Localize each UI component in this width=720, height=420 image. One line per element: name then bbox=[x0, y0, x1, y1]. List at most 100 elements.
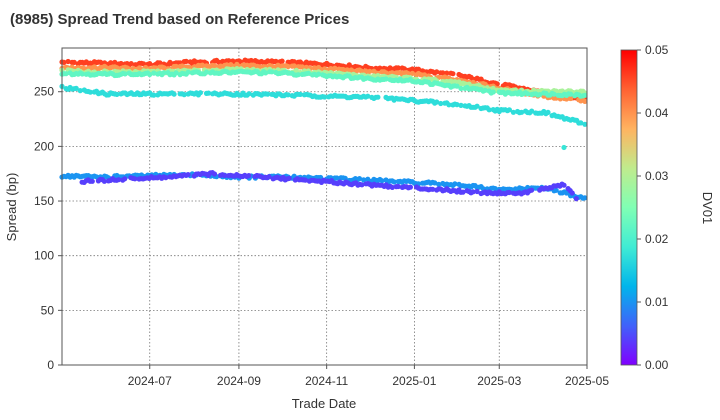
data-point bbox=[446, 102, 452, 108]
data-point bbox=[79, 71, 85, 77]
data-point bbox=[582, 121, 588, 127]
data-point bbox=[285, 92, 291, 98]
x-tick-label: 2025-05 bbox=[565, 374, 609, 388]
data-point bbox=[246, 91, 252, 97]
data-point bbox=[183, 58, 189, 64]
data-point bbox=[573, 196, 579, 202]
data-point bbox=[93, 174, 100, 180]
data-point bbox=[482, 87, 488, 93]
data-point bbox=[460, 189, 466, 195]
data-point bbox=[122, 71, 128, 77]
data-point bbox=[582, 92, 588, 98]
y-tick-label: 150 bbox=[34, 194, 54, 208]
data-point bbox=[361, 177, 367, 183]
data-point bbox=[434, 69, 440, 75]
data-points bbox=[59, 57, 588, 202]
data-point bbox=[519, 109, 525, 115]
data-point bbox=[490, 89, 496, 95]
colorbar-ticks: 0.00 0.01 0.02 0.03 0.04 0.05 bbox=[637, 43, 669, 372]
data-point bbox=[383, 76, 389, 82]
colorbar-tick-label: 0.01 bbox=[645, 295, 669, 309]
data-point bbox=[197, 90, 203, 96]
data-point bbox=[506, 107, 512, 113]
data-point bbox=[568, 91, 574, 97]
x-tick-label: 2024-09 bbox=[217, 374, 261, 388]
data-point bbox=[391, 179, 397, 185]
data-point bbox=[87, 89, 93, 95]
data-point bbox=[185, 172, 191, 178]
data-point bbox=[163, 175, 169, 181]
data-point bbox=[450, 71, 456, 77]
data-point bbox=[171, 91, 177, 97]
data-point bbox=[582, 195, 588, 201]
y-tick-label: 100 bbox=[34, 249, 54, 263]
data-point bbox=[118, 60, 124, 67]
data-point bbox=[561, 144, 567, 151]
data-point bbox=[114, 91, 120, 97]
data-point bbox=[582, 98, 588, 104]
data-point bbox=[578, 120, 584, 126]
colorbar-label: DV01 bbox=[700, 192, 715, 225]
data-point bbox=[474, 188, 480, 195]
colorbar-tick-label: 0.05 bbox=[645, 43, 669, 57]
data-point bbox=[365, 93, 371, 99]
data-point bbox=[474, 103, 480, 109]
data-point bbox=[470, 189, 476, 195]
data-point bbox=[421, 72, 428, 78]
data-point bbox=[332, 65, 338, 71]
data-point bbox=[203, 69, 210, 75]
y-tick-label: 250 bbox=[34, 85, 54, 99]
data-point bbox=[279, 58, 285, 64]
y-axis-ticks: 0 50 100 150 200 250 bbox=[34, 85, 62, 372]
data-point bbox=[322, 94, 328, 100]
data-point bbox=[432, 180, 438, 186]
data-point bbox=[211, 171, 218, 177]
data-point bbox=[569, 190, 575, 196]
data-point bbox=[436, 181, 442, 187]
data-point bbox=[434, 99, 440, 105]
data-point bbox=[122, 176, 128, 182]
data-point bbox=[568, 95, 574, 102]
colorbar-tick-label: 0.00 bbox=[645, 358, 669, 372]
data-point bbox=[458, 85, 464, 92]
colorbar-tick-label: 0.03 bbox=[645, 169, 669, 183]
data-point bbox=[529, 108, 535, 114]
data-point bbox=[458, 102, 464, 108]
data-point bbox=[486, 107, 492, 113]
data-point bbox=[157, 60, 163, 66]
y-tick-label: 0 bbox=[47, 358, 54, 372]
data-point bbox=[212, 63, 218, 69]
data-point bbox=[263, 70, 269, 76]
data-point bbox=[205, 90, 212, 96]
data-point bbox=[494, 81, 500, 87]
data-point bbox=[305, 70, 311, 76]
data-point bbox=[266, 174, 272, 180]
data-point bbox=[395, 183, 401, 190]
data-point bbox=[367, 68, 373, 74]
data-point bbox=[226, 58, 232, 64]
data-point bbox=[269, 69, 275, 75]
data-point bbox=[151, 92, 157, 98]
data-point bbox=[61, 59, 67, 65]
data-point bbox=[375, 94, 381, 100]
data-point bbox=[65, 58, 71, 65]
chart-title: (8985) Spread Trend based on Reference P… bbox=[10, 11, 349, 28]
data-point bbox=[359, 182, 365, 188]
y-axis-label: Spread (bp) bbox=[4, 173, 19, 242]
data-point bbox=[89, 178, 95, 184]
data-point bbox=[545, 109, 551, 115]
data-point bbox=[442, 74, 448, 80]
colorbar-tick-label: 0.02 bbox=[645, 232, 669, 246]
colorbar bbox=[620, 49, 638, 366]
data-point bbox=[147, 61, 153, 67]
data-point bbox=[316, 71, 322, 77]
data-point bbox=[71, 59, 77, 65]
data-point bbox=[181, 92, 187, 98]
colorbar-tick-label: 0.04 bbox=[645, 106, 669, 120]
x-axis-label: Trade Date bbox=[292, 396, 357, 411]
plot-frame bbox=[61, 47, 588, 366]
x-tick-label: 2025-01 bbox=[392, 374, 436, 388]
data-point bbox=[286, 175, 292, 181]
data-point bbox=[293, 67, 299, 73]
data-point bbox=[297, 91, 303, 97]
